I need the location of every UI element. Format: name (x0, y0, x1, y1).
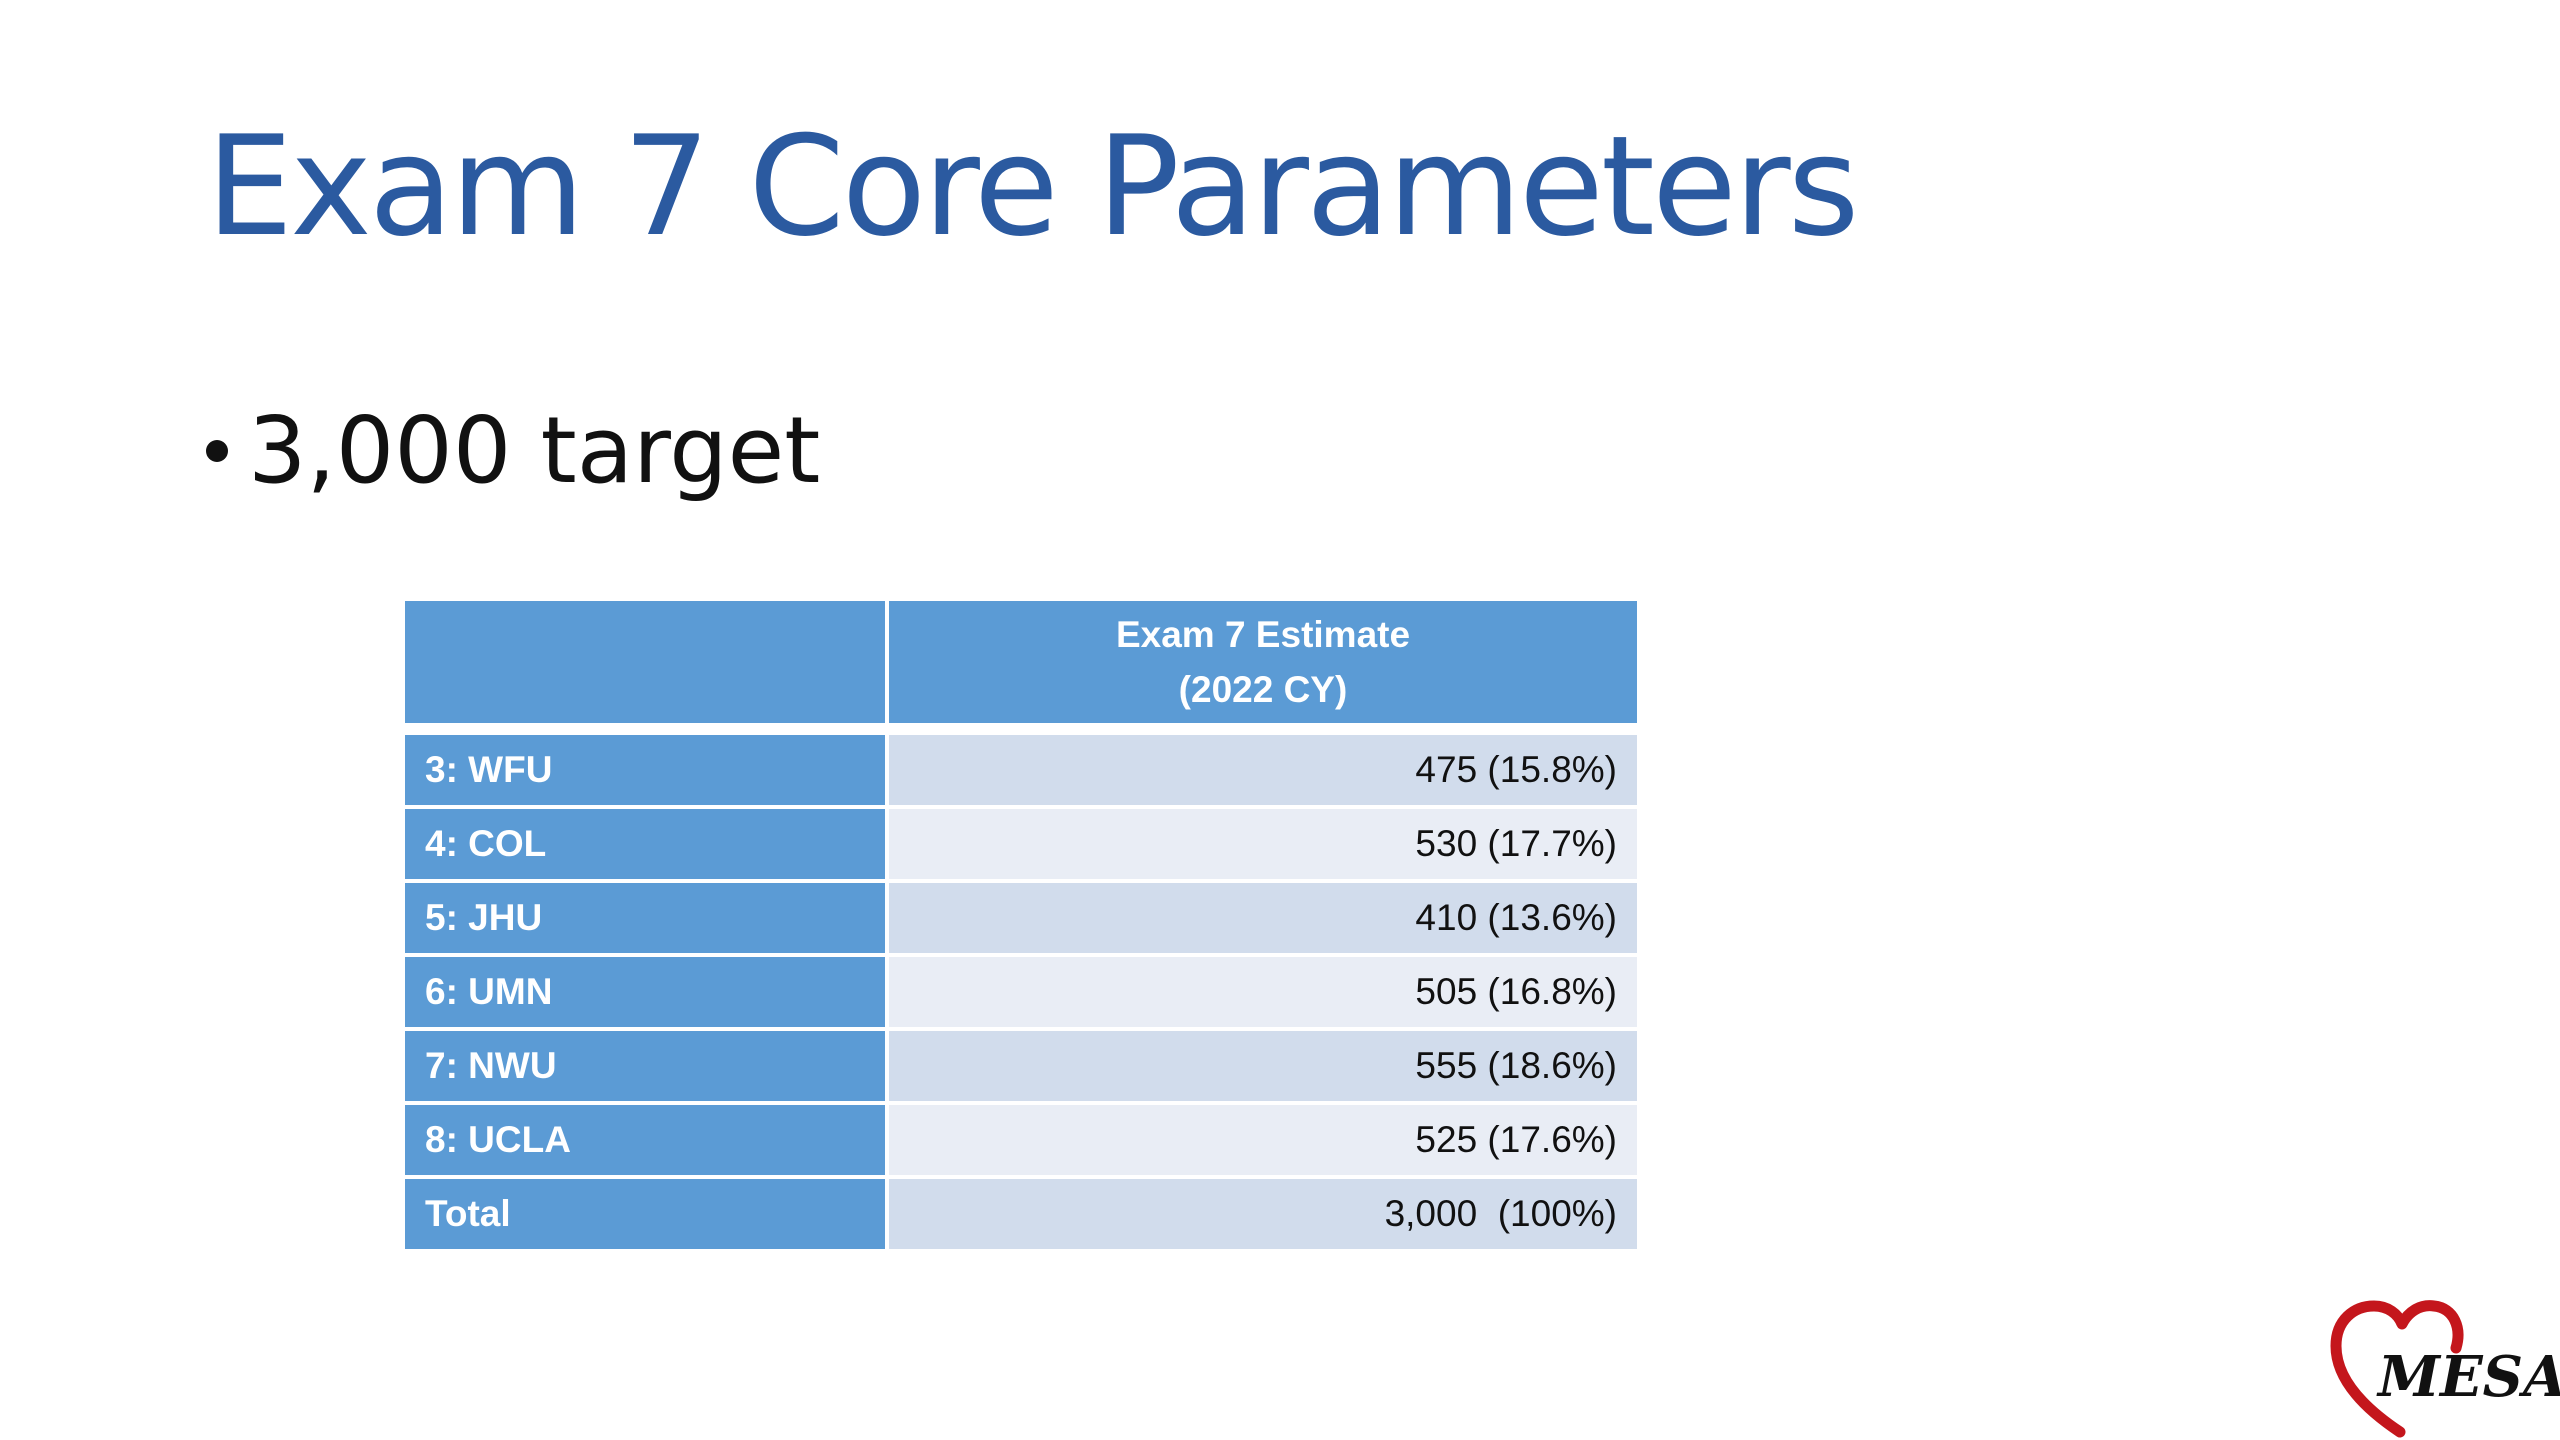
value-cell: 410 (13.6%) (889, 883, 1637, 953)
site-cell: 7: NWU (405, 1031, 885, 1101)
table-row: 4: COL 530 (17.7%) (405, 809, 1637, 879)
slide-title: Exam 7 Core Parameters (206, 106, 1860, 267)
bullet-item: 3,000 target (206, 400, 820, 501)
table-row-total: Total 3,000 (100%) (405, 1179, 1637, 1249)
logo-text: MESA (2376, 1344, 2560, 1410)
table-row: 6: UMN 505 (16.8%) (405, 957, 1637, 1027)
table-row: 5: JHU 410 (13.6%) (405, 883, 1637, 953)
site-cell: 6: UMN (405, 957, 885, 1027)
bullet-dot-icon (206, 439, 228, 462)
table-row: 8: UCLA 525 (17.6%) (405, 1105, 1637, 1175)
header-estimate-cell: Exam 7 Estimate (2022 CY) (889, 601, 1637, 723)
total-label-cell: Total (405, 1179, 885, 1249)
total-value-cell: 3,000 (100%) (889, 1179, 1637, 1249)
mesa-logo: MESA (2330, 1300, 2560, 1438)
bullet-list: 3,000 target (206, 400, 820, 501)
value-cell: 525 (17.6%) (889, 1105, 1637, 1175)
bullet-text: 3,000 target (248, 397, 821, 504)
header-estimate-line2: (2022 CY) (1178, 669, 1348, 710)
heart-icon (2330, 1300, 2464, 1438)
site-cell: 3: WFU (405, 727, 885, 805)
value-cell: 555 (18.6%) (889, 1031, 1637, 1101)
site-cell: 4: COL (405, 809, 885, 879)
header-estimate-line1: Exam 7 Estimate (1115, 613, 1411, 655)
table-header-row: Exam 7 Estimate (2022 CY) (405, 601, 1637, 723)
estimate-table: Exam 7 Estimate (2022 CY) 3: WFU 475 (15… (401, 597, 1641, 1253)
site-cell: 8: UCLA (405, 1105, 885, 1175)
table-row: 7: NWU 555 (18.6%) (405, 1031, 1637, 1101)
header-corner-cell (405, 601, 885, 723)
value-cell: 505 (16.8%) (889, 957, 1637, 1027)
table-row: 3: WFU 475 (15.8%) (405, 727, 1637, 805)
site-cell: 5: JHU (405, 883, 885, 953)
value-cell: 530 (17.7%) (889, 809, 1637, 879)
value-cell: 475 (15.8%) (889, 727, 1637, 805)
